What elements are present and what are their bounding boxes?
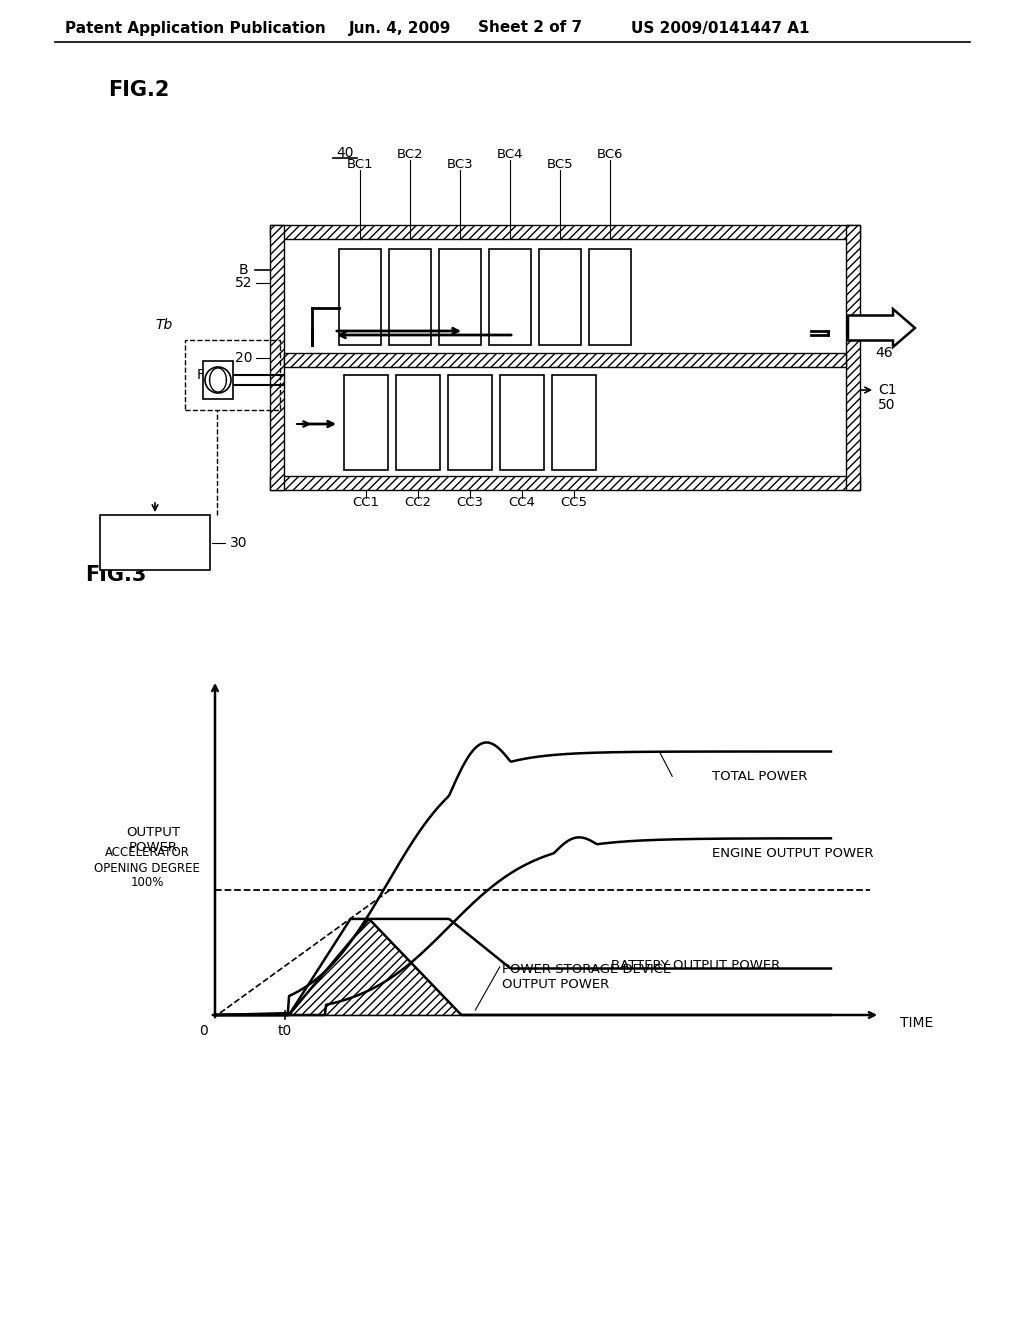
Text: US 2009/0141447 A1: US 2009/0141447 A1	[631, 21, 809, 36]
Bar	[449, 375, 492, 470]
Text: BATTERY OUTPUT POWER: BATTERY OUTPUT POWER	[610, 958, 780, 972]
Text: 46: 46	[874, 346, 893, 360]
Text: BC6: BC6	[597, 149, 624, 161]
Text: B: B	[239, 263, 248, 277]
Bar	[339, 249, 381, 345]
Bar	[270, 477, 860, 490]
Bar	[389, 249, 431, 345]
Text: 40: 40	[336, 147, 353, 160]
Text: Jun. 4, 2009: Jun. 4, 2009	[349, 21, 452, 36]
Text: 50: 50	[878, 399, 896, 412]
FancyArrow shape	[848, 309, 915, 347]
Text: FIG.2: FIG.2	[108, 81, 169, 100]
Text: BC3: BC3	[446, 158, 473, 172]
Text: CC3: CC3	[457, 495, 483, 508]
Bar	[500, 375, 544, 470]
Bar	[439, 249, 481, 345]
Bar	[284, 239, 846, 477]
Text: CONTROL: CONTROL	[123, 533, 187, 546]
Text: 30: 30	[230, 536, 248, 550]
Bar	[344, 375, 388, 470]
Bar	[552, 375, 596, 470]
Text: 44: 44	[874, 323, 893, 337]
Text: CC4: CC4	[509, 495, 536, 508]
Text: F10: F10	[197, 368, 222, 381]
Text: TIME: TIME	[900, 1016, 933, 1030]
Text: 52: 52	[234, 276, 252, 290]
Bar	[100, 515, 210, 570]
Text: CC1: CC1	[352, 495, 380, 508]
Text: OUTPUT
POWER: OUTPUT POWER	[126, 826, 180, 854]
Bar	[270, 224, 284, 490]
Text: DEVICE: DEVICE	[131, 546, 179, 560]
Text: V10: V10	[285, 368, 311, 381]
Polygon shape	[215, 919, 830, 1015]
Text: BC2: BC2	[396, 149, 423, 161]
Bar	[589, 249, 631, 345]
Bar	[284, 352, 846, 367]
Text: ENGINE OUTPUT POWER: ENGINE OUTPUT POWER	[713, 847, 873, 861]
Bar	[270, 224, 860, 239]
Bar	[203, 360, 233, 399]
Text: BC5: BC5	[547, 158, 573, 172]
Text: POWER STORAGE DEVICE
OUTPUT POWER: POWER STORAGE DEVICE OUTPUT POWER	[502, 964, 671, 991]
Text: TOTAL POWER: TOTAL POWER	[713, 770, 808, 783]
Bar	[489, 249, 531, 345]
Text: CC2: CC2	[404, 495, 431, 508]
Text: 20: 20	[234, 351, 252, 366]
Bar	[846, 224, 860, 490]
Text: CC5: CC5	[560, 495, 588, 508]
Text: BC1: BC1	[347, 158, 374, 172]
Text: BC4: BC4	[497, 149, 523, 161]
Bar	[396, 375, 440, 470]
Bar	[185, 341, 280, 411]
Bar	[539, 249, 581, 345]
Text: Sheet 2 of 7: Sheet 2 of 7	[478, 21, 582, 36]
Text: Tb: Tb	[156, 318, 173, 333]
Text: ACCELERATOR
OPENING DEGREE
100%: ACCELERATOR OPENING DEGREE 100%	[94, 846, 200, 890]
Bar	[284, 239, 846, 477]
Text: FIG.3: FIG.3	[85, 565, 146, 585]
Text: Patent Application Publication: Patent Application Publication	[65, 21, 326, 36]
Text: t0: t0	[278, 1024, 292, 1038]
Text: C1: C1	[878, 383, 897, 397]
Text: 0: 0	[199, 1024, 208, 1038]
